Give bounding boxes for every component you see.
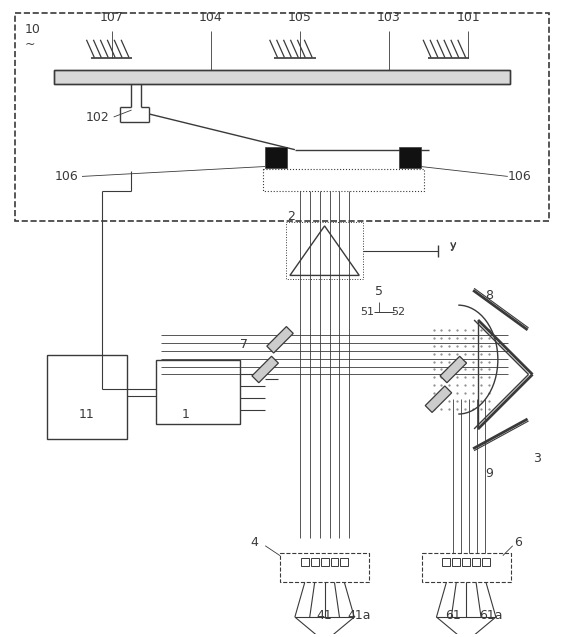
- Text: ~: ~: [24, 38, 35, 51]
- Bar: [421, 553, 511, 582]
- Text: 102: 102: [86, 110, 110, 124]
- Bar: [311, 557, 319, 566]
- Bar: [54, 71, 510, 84]
- Text: 107: 107: [100, 11, 124, 24]
- Text: y: y: [450, 241, 457, 251]
- Polygon shape: [440, 356, 467, 383]
- Bar: [482, 557, 490, 566]
- Bar: [341, 557, 349, 566]
- Text: 9: 9: [485, 467, 493, 480]
- Text: 6: 6: [514, 536, 521, 549]
- Bar: [280, 553, 369, 582]
- Bar: [265, 147, 287, 169]
- Bar: [442, 557, 450, 566]
- Text: 106: 106: [54, 170, 78, 183]
- Bar: [331, 557, 338, 566]
- Text: 61: 61: [445, 608, 461, 622]
- Text: 41a: 41a: [347, 608, 371, 622]
- Text: 51: 51: [360, 307, 374, 317]
- Polygon shape: [425, 386, 451, 412]
- Text: 2: 2: [287, 210, 295, 222]
- Text: 1: 1: [182, 408, 190, 420]
- Bar: [157, 360, 241, 424]
- Text: 105: 105: [288, 11, 312, 24]
- Text: 104: 104: [199, 11, 223, 24]
- Bar: [453, 557, 460, 566]
- Text: 4: 4: [250, 536, 258, 549]
- Bar: [399, 147, 420, 169]
- Text: 41: 41: [317, 608, 332, 622]
- Text: 101: 101: [457, 11, 480, 24]
- Text: 3: 3: [533, 452, 541, 465]
- Bar: [301, 557, 308, 566]
- Polygon shape: [252, 356, 279, 383]
- Text: y: y: [450, 240, 457, 250]
- Bar: [15, 13, 549, 221]
- Bar: [54, 71, 510, 84]
- Text: 8: 8: [485, 289, 493, 302]
- Polygon shape: [267, 327, 293, 353]
- Bar: [320, 557, 328, 566]
- Bar: [263, 169, 424, 191]
- Text: 103: 103: [377, 11, 401, 24]
- Text: 61a: 61a: [479, 608, 503, 622]
- Text: 52: 52: [391, 307, 405, 317]
- Bar: [472, 557, 480, 566]
- Text: 11: 11: [79, 408, 95, 420]
- Text: 10: 10: [24, 23, 41, 36]
- Text: 5: 5: [375, 285, 383, 298]
- Bar: [47, 355, 127, 439]
- Bar: [286, 222, 363, 280]
- Text: 7: 7: [240, 338, 249, 351]
- Bar: [462, 557, 470, 566]
- Text: 106: 106: [508, 170, 532, 183]
